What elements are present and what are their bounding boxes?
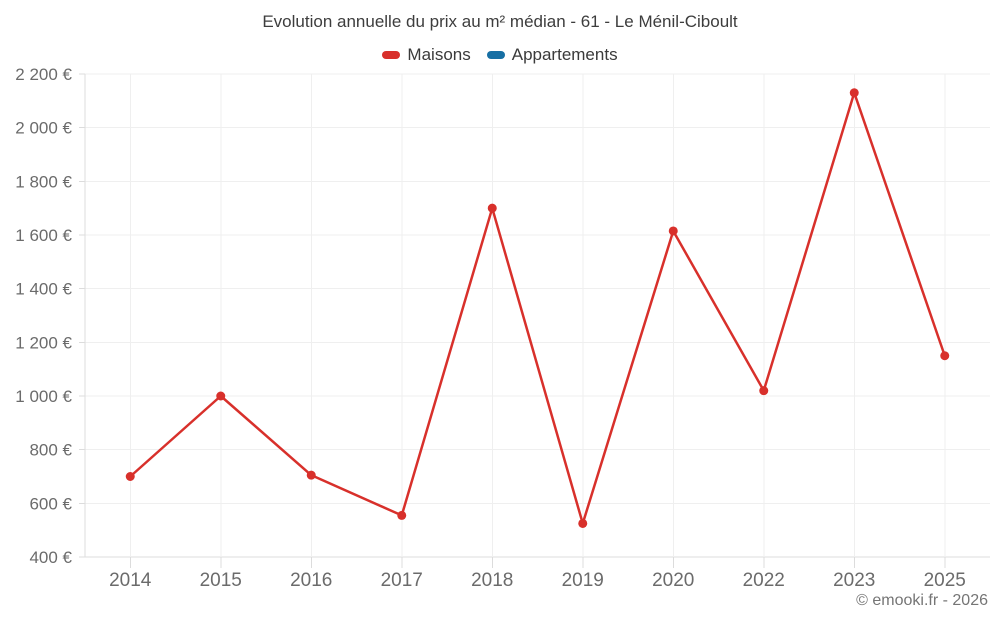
maisons-point-2023[interactable] [849, 88, 859, 98]
y-tick-label: 1 600 € [15, 226, 72, 245]
legend-label-maisons: Maisons [407, 45, 471, 64]
y-tick-label: 1 200 € [15, 333, 72, 352]
x-tick-label: 2018 [471, 570, 513, 591]
y-tick-label: 1 800 € [15, 172, 72, 191]
legend-item-maisons[interactable]: Maisons [382, 45, 471, 65]
legend-label-appartements: Appartements [511, 45, 618, 64]
maisons-point-2016[interactable] [306, 470, 316, 480]
y-tick-label: 1 400 € [15, 280, 72, 299]
chart-legend: Maisons Appartements [0, 45, 1000, 65]
x-tick-label: 2022 [743, 570, 785, 591]
maisons-point-2022[interactable] [759, 386, 769, 396]
y-tick-label: 600 € [29, 494, 72, 513]
x-tick-label: 2019 [562, 570, 604, 591]
y-tick-label: 2 200 € [15, 65, 72, 84]
x-tick-label: 2016 [290, 570, 332, 591]
x-tick-label: 2020 [652, 570, 694, 591]
x-tick-label: 2025 [924, 570, 966, 591]
maisons-legend-swatch-icon [382, 51, 401, 59]
legend-item-appartements[interactable]: Appartements [486, 45, 618, 65]
maisons-point-2020[interactable] [668, 226, 678, 236]
maisons-point-2014[interactable] [125, 472, 135, 481]
maisons-point-2017[interactable] [397, 510, 407, 520]
y-tick-label: 400 € [29, 548, 72, 567]
copyright-footer: © emooki.fr - 2026 [856, 592, 988, 609]
x-tick-label: 2017 [381, 570, 423, 591]
maisons-point-2015[interactable] [216, 391, 226, 401]
maisons-point-2025[interactable] [940, 351, 950, 361]
appartements-legend-swatch-icon [486, 51, 505, 59]
y-tick-label: 800 € [29, 441, 72, 460]
maisons-point-2018[interactable] [487, 203, 497, 213]
x-tick-label: 2023 [833, 570, 875, 591]
maisons-point-2019[interactable] [578, 518, 588, 528]
x-tick-label: 2015 [200, 570, 242, 591]
y-tick-label: 1 000 € [15, 387, 72, 406]
x-tick-label: 2014 [109, 570, 152, 591]
y-tick-label: 2 000 € [15, 119, 72, 138]
maisons-line [129, 91, 946, 525]
chart-title: Evolution annuelle du prix au m² médian … [262, 12, 738, 31]
